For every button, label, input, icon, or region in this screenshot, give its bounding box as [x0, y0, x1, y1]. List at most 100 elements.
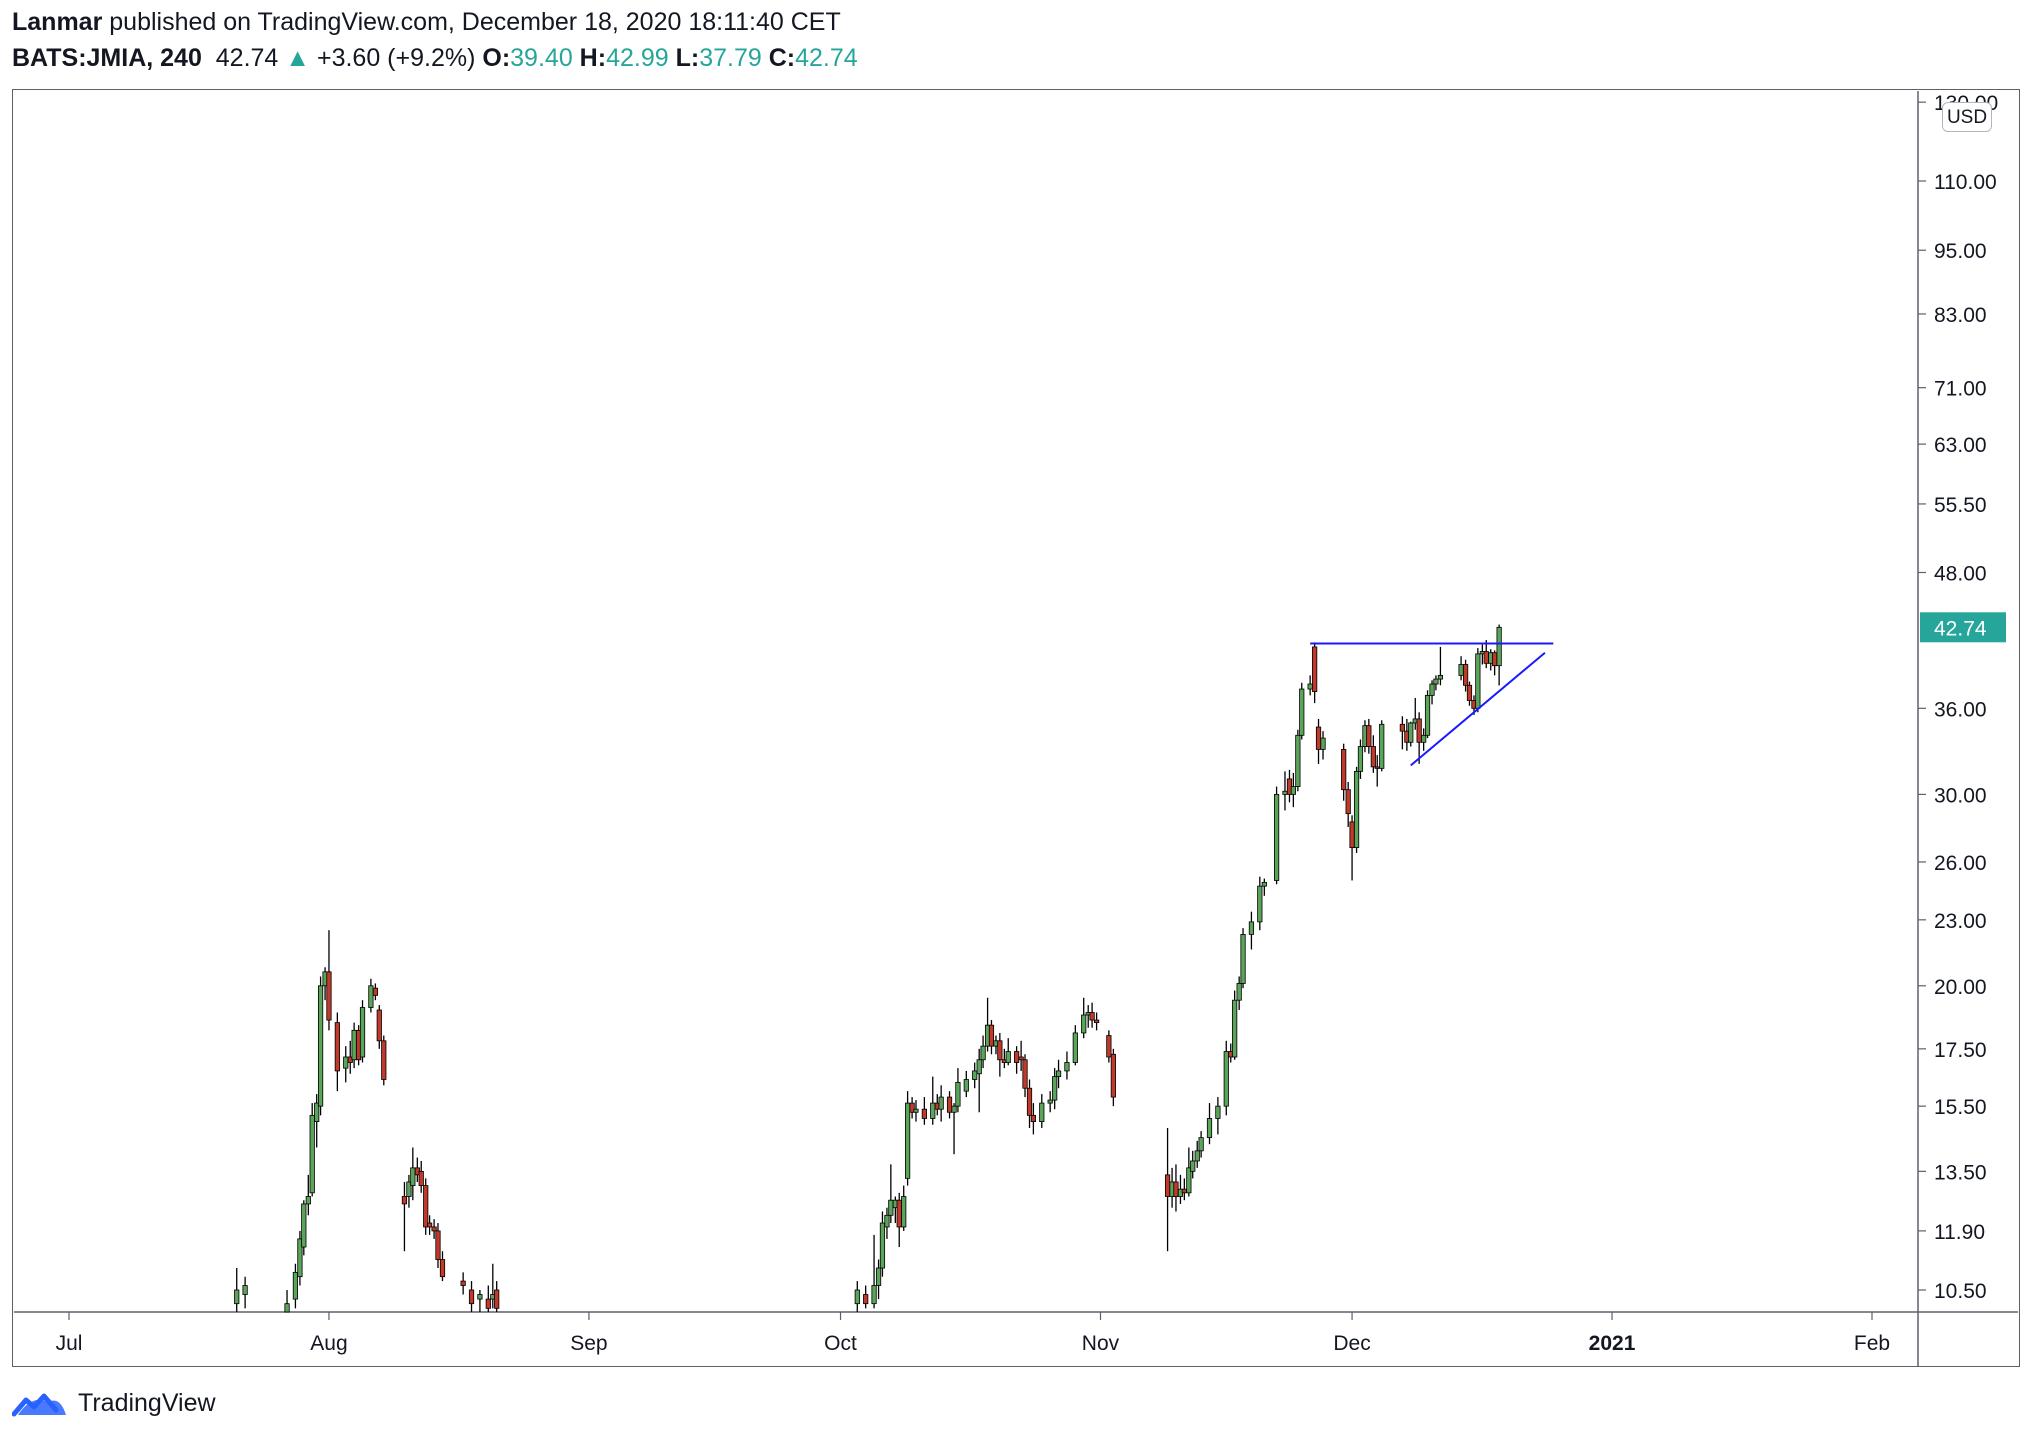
- candle-down[interactable]: [418, 1160, 424, 1193]
- candle-up[interactable]: [955, 1068, 961, 1113]
- candle-up[interactable]: [292, 1263, 299, 1309]
- candle-up[interactable]: [854, 1281, 860, 1312]
- candle-up[interactable]: [1047, 1091, 1053, 1113]
- candle-down[interactable]: [1093, 1012, 1100, 1031]
- candle-down[interactable]: [1462, 659, 1469, 692]
- candle-up[interactable]: [1282, 771, 1288, 811]
- candle-up[interactable]: [1429, 680, 1435, 705]
- candle-down[interactable]: [426, 1215, 433, 1235]
- candle-up[interactable]: [875, 1259, 882, 1300]
- candle-up[interactable]: [305, 1174, 311, 1216]
- candle-up[interactable]: [1223, 1040, 1229, 1116]
- candle-up[interactable]: [1064, 1051, 1070, 1080]
- candle-up[interactable]: [317, 976, 324, 1116]
- candle-down[interactable]: [921, 1097, 927, 1125]
- candle-down[interactable]: [1022, 1054, 1028, 1098]
- candle-down[interactable]: [1173, 1164, 1179, 1212]
- candle-down[interactable]: [1018, 1040, 1024, 1071]
- candle-up[interactable]: [1194, 1140, 1200, 1168]
- candle-down[interactable]: [1349, 815, 1355, 881]
- author-name[interactable]: Lanmar: [12, 8, 103, 36]
- candle-up[interactable]: [1295, 729, 1301, 792]
- candle-up[interactable]: [1320, 731, 1326, 760]
- candle-up[interactable]: [1190, 1150, 1196, 1179]
- candle-up[interactable]: [1437, 646, 1444, 686]
- candle-down[interactable]: [946, 1091, 953, 1119]
- candle-up[interactable]: [1273, 786, 1280, 885]
- candle-up[interactable]: [901, 1185, 907, 1231]
- candle-up[interactable]: [1433, 675, 1439, 691]
- candle-down[interactable]: [1341, 743, 1347, 801]
- candle-up[interactable]: [913, 1100, 919, 1122]
- candle-up[interactable]: [879, 1211, 886, 1277]
- candle-up[interactable]: [284, 1290, 290, 1313]
- candle-up[interactable]: [1072, 1025, 1078, 1066]
- candle-up[interactable]: [1458, 656, 1464, 681]
- candle-up[interactable]: [1353, 766, 1360, 853]
- candle-up[interactable]: [905, 1091, 911, 1186]
- candle-up[interactable]: [410, 1147, 416, 1201]
- candle-down[interactable]: [1014, 1046, 1020, 1074]
- candle-up[interactable]: [930, 1076, 936, 1125]
- candle-up[interactable]: [871, 1234, 877, 1309]
- candle-up[interactable]: [963, 1070, 969, 1098]
- candle-down[interactable]: [334, 1012, 340, 1092]
- candle-down[interactable]: [1110, 1048, 1116, 1107]
- candle-up[interactable]: [1236, 976, 1242, 1011]
- candle-up[interactable]: [884, 1207, 890, 1239]
- candle-up[interactable]: [234, 1268, 240, 1312]
- candle-down[interactable]: [1164, 1127, 1171, 1252]
- candle-down[interactable]: [1466, 681, 1473, 706]
- candle-down[interactable]: [909, 1097, 915, 1119]
- candle-up[interactable]: [1039, 1094, 1045, 1128]
- candle-down[interactable]: [1345, 781, 1351, 827]
- candle-down[interactable]: [988, 1020, 995, 1055]
- candle-down[interactable]: [401, 1181, 408, 1252]
- candle-down[interactable]: [381, 1035, 387, 1086]
- support-trendline[interactable]: [1410, 651, 1546, 767]
- candle-down[interactable]: [1315, 718, 1322, 764]
- candle-up[interactable]: [1257, 876, 1263, 931]
- candle-up[interactable]: [976, 1048, 982, 1113]
- candle-up[interactable]: [1232, 990, 1238, 1060]
- candle-down[interactable]: [1286, 769, 1293, 803]
- brand-name[interactable]: TradingView: [78, 1388, 216, 1417]
- candle-up[interactable]: [1307, 675, 1313, 696]
- candle-up[interactable]: [309, 1103, 315, 1197]
- candle-up[interactable]: [1055, 1059, 1062, 1089]
- candle-down[interactable]: [863, 1285, 869, 1309]
- candle-up[interactable]: [1475, 648, 1481, 713]
- candle-down[interactable]: [494, 1281, 500, 1312]
- candle-down[interactable]: [1026, 1079, 1033, 1128]
- candle-up[interactable]: [1248, 911, 1255, 950]
- candle-down[interactable]: [468, 1281, 475, 1312]
- candle-up[interactable]: [888, 1164, 894, 1224]
- candle-up[interactable]: [343, 1046, 349, 1083]
- candle-down[interactable]: [460, 1272, 466, 1295]
- candle-up[interactable]: [1198, 1131, 1204, 1158]
- candle-up[interactable]: [1186, 1147, 1192, 1197]
- candle-up[interactable]: [1408, 721, 1414, 747]
- candle-up[interactable]: [477, 1290, 483, 1312]
- candle-up[interactable]: [1357, 739, 1364, 779]
- candle-up[interactable]: [1421, 728, 1427, 751]
- candle-down[interactable]: [1106, 1030, 1112, 1063]
- candle-down[interactable]: [326, 930, 332, 1031]
- candle-down[interactable]: [896, 1192, 902, 1248]
- candle-up[interactable]: [980, 1035, 986, 1069]
- candle-down[interactable]: [431, 1219, 437, 1239]
- candle-down[interactable]: [372, 983, 378, 1001]
- candle-down[interactable]: [997, 1032, 1003, 1077]
- candle-down[interactable]: [439, 1251, 446, 1282]
- candle-up[interactable]: [1424, 690, 1431, 739]
- candle-up[interactable]: [1496, 624, 1502, 686]
- candle-down[interactable]: [485, 1285, 491, 1312]
- candle-up[interactable]: [242, 1276, 248, 1309]
- candle-down[interactable]: [435, 1223, 441, 1269]
- candle-up[interactable]: [301, 1200, 307, 1256]
- candle-down[interactable]: [1366, 718, 1372, 754]
- candle-up[interactable]: [406, 1174, 412, 1208]
- candle-up[interactable]: [1290, 772, 1296, 808]
- candle-up[interactable]: [1005, 1038, 1011, 1066]
